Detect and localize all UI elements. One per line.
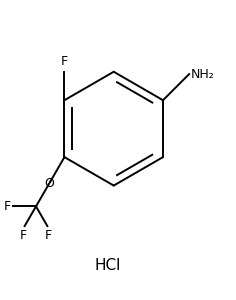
Text: O: O [44, 177, 54, 190]
Text: F: F [20, 229, 27, 242]
Text: NH₂: NH₂ [191, 68, 214, 81]
Text: F: F [61, 55, 68, 68]
Text: F: F [4, 200, 11, 213]
Text: HCl: HCl [95, 258, 121, 273]
Text: F: F [45, 229, 52, 242]
